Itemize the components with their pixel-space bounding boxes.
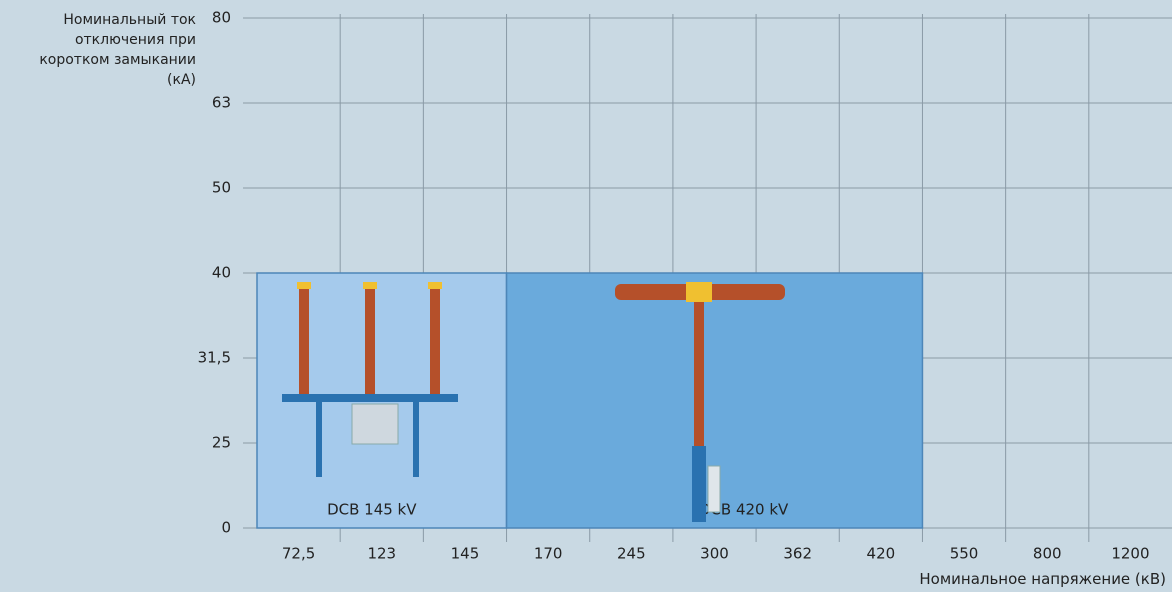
x-tick-label: 145	[451, 545, 480, 563]
breaker-illustrations	[282, 282, 785, 522]
x-tick-label: 123	[367, 545, 396, 563]
y-tick-label: 50	[212, 179, 231, 197]
x-tick-label: 800	[1033, 545, 1062, 563]
x-tick-label: 300	[700, 545, 729, 563]
region-label: DCB 145 kV	[327, 501, 417, 519]
y-tick-label: 63	[212, 94, 231, 112]
x-tick-label: 362	[783, 545, 812, 563]
x-tick-label: 1200	[1111, 545, 1149, 563]
x-tick-label: 420	[867, 545, 896, 563]
y-tick-label: 31,5	[198, 349, 231, 367]
y-tick-label: 40	[212, 264, 231, 282]
x-tick-label: 170	[534, 545, 563, 563]
y-axis-title: Номинальный ток отключения при коротком …	[39, 12, 196, 88]
x-tick-label: 245	[617, 545, 646, 563]
x-tick-label: 72,5	[282, 545, 315, 563]
y-tick-label: 25	[212, 434, 231, 452]
y-tick-label: 0	[221, 519, 231, 537]
y-tick-label: 80	[212, 9, 231, 27]
region-label: DCB 420 kV	[699, 501, 789, 519]
x-tick-label: 550	[950, 545, 979, 563]
x-axis-title: Номинальное напряжение (кВ)	[919, 570, 1166, 588]
